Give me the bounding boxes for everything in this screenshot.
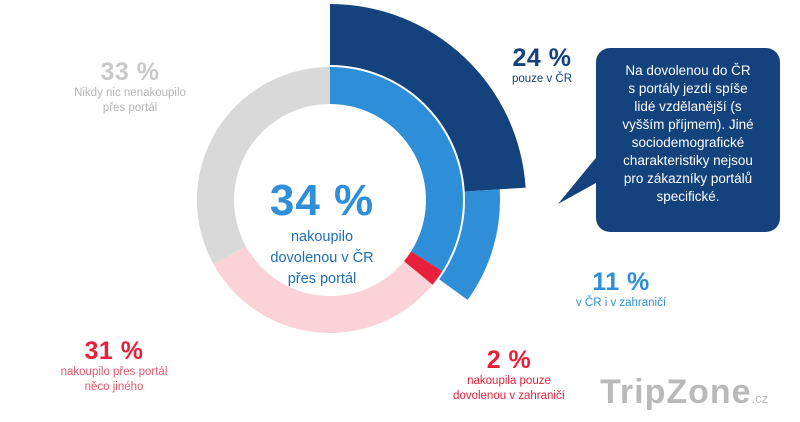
label-line: pouze v ČR bbox=[511, 73, 573, 85]
inner-slice-2 bbox=[212, 246, 434, 334]
callout-line: charakteristiky nejsou bbox=[623, 153, 753, 168]
label-only-abroad: 2 % nakoupila pouze dovolenou v zahranič… bbox=[424, 346, 594, 404]
callout-line: lidé vzdělanější (s bbox=[634, 99, 742, 114]
label-pct: 33 % bbox=[100, 58, 160, 86]
label-pct: 2 % bbox=[486, 346, 532, 374]
label-line: nakoupila pouze bbox=[467, 375, 551, 387]
label-line: nakoupilo přes portál bbox=[60, 366, 168, 378]
label-cz-and-abroad: 11 % v ČR i v zahraničí bbox=[556, 268, 686, 311]
center-text-line: přes portál bbox=[287, 271, 357, 287]
watermark-suffix: .cz bbox=[751, 391, 769, 406]
label-never-bought: 33 % Nikdy nic nenakoupilo přes portál bbox=[30, 58, 230, 116]
ring-separator bbox=[195, 65, 465, 335]
label-line: Nikdy nic nenakoupilo bbox=[74, 87, 186, 99]
label-line: něco jiného bbox=[84, 381, 144, 393]
label-line: v ČR i v zahraničí bbox=[575, 297, 667, 309]
label-only-cz: 24 % pouze v ČR bbox=[496, 44, 588, 87]
inner-slice-0 bbox=[330, 66, 464, 272]
label-pct: 11 % bbox=[592, 268, 650, 296]
callout-line: vyšším příjmem). Jiné bbox=[622, 117, 754, 132]
callout-box: Na dovolenou do ČR s portály jezdí spíše… bbox=[596, 48, 780, 232]
watermark-text: TripZone bbox=[600, 373, 752, 411]
label-bought-other: 31 % nakoupilo přes portál něco jiného bbox=[24, 337, 204, 395]
label-line: dovolenou v zahraničí bbox=[453, 390, 565, 402]
callout-line: s portály jezdí spíše bbox=[628, 81, 748, 96]
center-label: 34 % nakoupilo dovolenou v ČR přes portá… bbox=[247, 176, 397, 289]
inner-slice-3 bbox=[196, 66, 330, 265]
watermark-logo: TripZone.cz bbox=[600, 373, 768, 412]
label-line: přes portál bbox=[102, 102, 158, 114]
callout-line: sociodemografické bbox=[631, 135, 745, 150]
inner-slice-1 bbox=[403, 251, 444, 286]
center-text-line: nakoupilo bbox=[290, 229, 354, 245]
callout-line: pro zákazníky portálů bbox=[623, 171, 753, 186]
center-text-line: dovolenou v ČR bbox=[270, 250, 374, 266]
callout-line: specifické. bbox=[656, 189, 720, 204]
outer-slice-1 bbox=[438, 189, 500, 300]
label-pct: 24 % bbox=[512, 44, 572, 72]
center-value: 34 % bbox=[269, 176, 375, 225]
label-pct: 31 % bbox=[84, 337, 144, 365]
outer-slice-0 bbox=[330, 4, 526, 192]
callout-line: Na dovolenou do ČR bbox=[625, 63, 751, 78]
